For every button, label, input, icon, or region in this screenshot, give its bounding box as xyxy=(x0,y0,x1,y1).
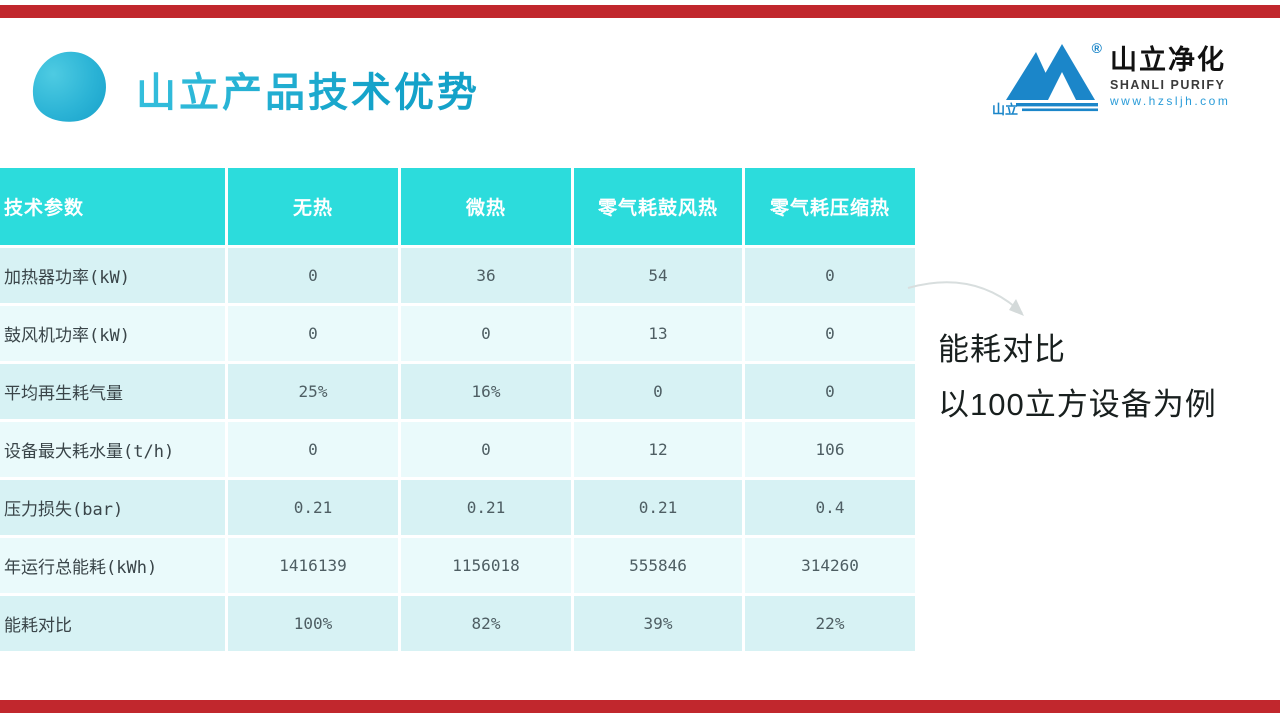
callout-text: 能耗对比 以100立方设备为例 xyxy=(938,322,1217,432)
table-cell: 106 xyxy=(745,422,915,477)
table-cell: 12 xyxy=(574,422,742,477)
table-row-label: 年运行总能耗(kWh) xyxy=(0,538,225,593)
table-cell: 0 xyxy=(574,364,742,419)
logo-text-block: 山立净化 SHANLI PURIFY www.hzsljh.com xyxy=(1110,38,1231,108)
table-row-label: 平均再生耗气量 xyxy=(0,364,225,419)
table-header-cell: 微热 xyxy=(401,168,571,245)
table-cell: 25% xyxy=(228,364,398,419)
table-cell: 0 xyxy=(228,422,398,477)
parameters-table: 技术参数 无热 微热 零气耗鼓风热 零气耗压缩热 加热器功率(kW) 0 36 54 0 鼓风机功率… xyxy=(0,168,915,651)
table-cell: 16% xyxy=(401,364,571,419)
table-cell: 36 xyxy=(401,248,571,303)
title-blob-decoration xyxy=(26,46,112,128)
table-cell: 314260 xyxy=(745,538,915,593)
logo-brand-name-cn: 山立净化 xyxy=(1110,45,1226,75)
table-row-label: 加热器功率(kW) xyxy=(0,248,225,303)
table-cell: 82% xyxy=(401,596,571,651)
table-cell: 0 xyxy=(228,306,398,361)
table-cell: 0.21 xyxy=(401,480,571,535)
table-cell: 0 xyxy=(401,422,571,477)
top-accent-bar xyxy=(0,5,1280,18)
callout-line1: 能耗对比 xyxy=(938,332,1066,367)
table-cell: 1156018 xyxy=(401,538,571,593)
table-cell: 0 xyxy=(745,306,915,361)
table-cell: 39% xyxy=(574,596,742,651)
registered-trademark-icon: ® xyxy=(1091,40,1102,56)
bottom-accent-bar xyxy=(0,700,1280,713)
page-title: 山立产品技术优势 xyxy=(136,60,480,118)
table-cell: 13 xyxy=(574,306,742,361)
company-logo: 山立 ® 山立净化 SHANLI PURIFY www.hzsljh.com xyxy=(992,38,1228,120)
table-header-cell: 零气耗压缩热 xyxy=(745,168,915,245)
table-cell: 54 xyxy=(574,248,742,303)
table-cell: 1416139 xyxy=(228,538,398,593)
table-row-label: 鼓风机功率(kW) xyxy=(0,306,225,361)
table-cell: 0 xyxy=(401,306,571,361)
table-cell: 22% xyxy=(745,596,915,651)
table-header-cell: 零气耗鼓风热 xyxy=(574,168,742,245)
table-row-label: 压力损失(bar) xyxy=(0,480,225,535)
table-row-label: 能耗对比 xyxy=(0,596,225,651)
table-cell: 0 xyxy=(228,248,398,303)
table-row-label: 设备最大耗水量(t/h) xyxy=(0,422,225,477)
callout-line2: 以100立方设备为例 xyxy=(938,387,1217,423)
table-header-cell: 无热 xyxy=(228,168,398,245)
table-cell: 555846 xyxy=(574,538,742,593)
table-cell: 0.21 xyxy=(228,480,398,535)
logo-icon-label: 山立 xyxy=(992,102,1018,117)
table-cell: 0.21 xyxy=(574,480,742,535)
table-cell: 0 xyxy=(745,364,915,419)
logo-brand-name-en: SHANLI PURIFY xyxy=(1110,77,1226,92)
table-header-cell: 技术参数 xyxy=(0,168,225,245)
table-cell: 0.4 xyxy=(745,480,915,535)
table-cell: 0 xyxy=(745,248,915,303)
logo-mountain-icon: 山立 ® xyxy=(992,38,1110,120)
logo-website: www.hzsljh.com xyxy=(1110,93,1231,108)
table-cell: 100% xyxy=(228,596,398,651)
callout-arrow-icon xyxy=(907,281,1024,316)
